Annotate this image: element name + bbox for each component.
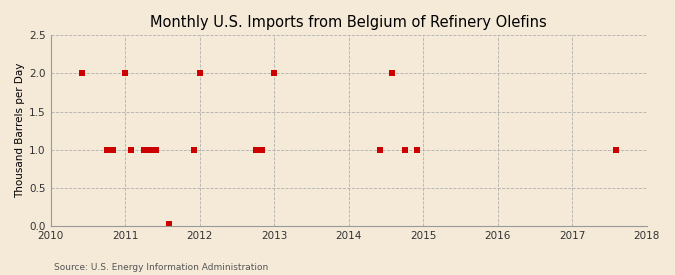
- Text: Source: U.S. Energy Information Administration: Source: U.S. Energy Information Administ…: [54, 263, 268, 272]
- Title: Monthly U.S. Imports from Belgium of Refinery Olefins: Monthly U.S. Imports from Belgium of Ref…: [151, 15, 547, 30]
- Y-axis label: Thousand Barrels per Day: Thousand Barrels per Day: [15, 63, 25, 198]
